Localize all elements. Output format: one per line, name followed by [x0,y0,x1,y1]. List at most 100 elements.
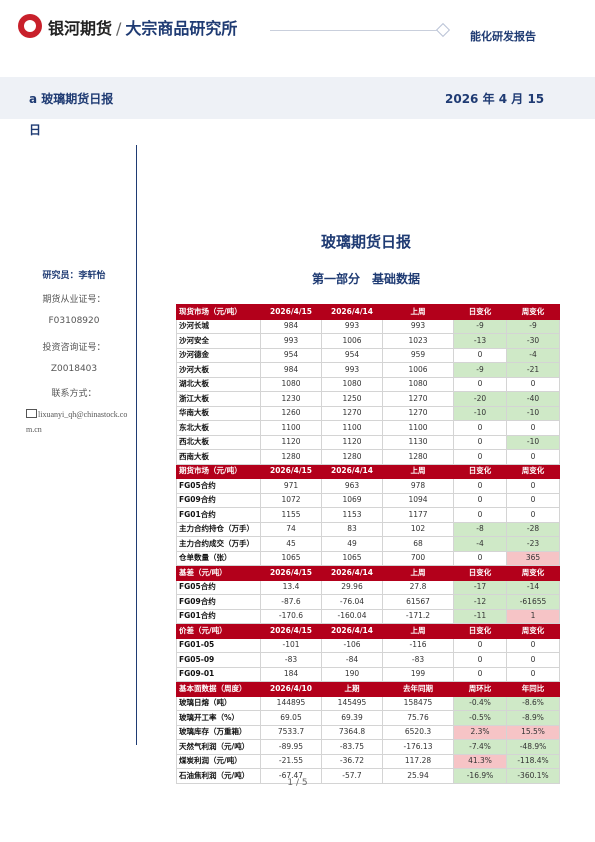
table-cell: -36.72 [321,753,383,769]
table-cell: 1080 [382,376,454,392]
row-label: 沙河德金 [176,347,261,363]
page-number: 1 / 5 [287,778,308,788]
table-row: 东北大板 1100 1100 1100 0 0 [176,420,560,436]
table-cell: 1270 [382,391,454,407]
column-header: 日变化 [453,623,507,639]
sidebar-divider [136,145,137,745]
table-row: 天然气利润（元/吨） -89.95 -83.75 -176.13 -7.4% -48.9% [176,739,560,755]
consult-label: 投资咨询证号： [42,343,106,353]
row-label: 湖北大板 [176,376,261,392]
table-cell: 963 [321,478,383,494]
table-cell: 199 [382,666,454,682]
row-label: 沙河大板 [176,362,261,378]
table-cell: 1270 [382,405,454,421]
table-cell: 1250 [321,391,383,407]
table-cell: 954 [260,347,322,363]
consult-number: Z0018403 [50,364,98,374]
table-cell: -10 [506,405,560,421]
table-cell: 0 [453,550,507,566]
document-date: 2026 年 4 月 15 [445,92,545,106]
table-row: 主力合约持仓（万手） 74 83 102 -8 -28 [176,521,560,537]
column-header: 上周 [382,565,454,581]
table-cell: 6520.3 [382,724,454,740]
table-cell: -10 [506,434,560,450]
table-cell: -170.6 [260,608,322,624]
table-row: 沙河大板 984 993 1006 -9 -21 [176,362,560,378]
document-title: a 玻璃期货日报 [29,92,114,106]
column-header: 2026/4/15 [260,304,322,320]
column-header: 上周 [382,304,454,320]
researcher-name: 研究员：李轩怡 [42,271,106,281]
report-type: 能化研发报告 [470,30,536,43]
table-section-header: 基本面数据（周度） 2026/4/10 上期 去年同期 周环比 年同比 [176,681,560,697]
table-cell: 0 [453,420,507,436]
brand-name: 银河期货 [48,19,113,38]
column-header: 2026/4/15 [260,565,322,581]
table-row: 浙江大板 1230 1250 1270 -20 -40 [176,391,560,407]
table-cell: 984 [260,318,322,334]
table-cell: 0 [506,652,560,668]
table-cell: -0.5% [453,710,507,726]
row-label: FG05合约 [176,478,261,494]
column-header: 2026/4/14 [321,463,383,479]
table-cell: 74 [260,521,322,537]
table-row: 玻璃库存（万重箱） 7533.7 7364.8 6520.3 2.3% 15.5% [176,724,560,740]
row-label: FG09-01 [176,666,261,682]
table-cell: 1100 [321,420,383,436]
table-cell: 984 [260,362,322,378]
table-cell: 1080 [321,376,383,392]
table-cell: -76.04 [321,594,383,610]
table-cell: -83 [260,652,322,668]
table-cell: 993 [260,333,322,349]
table-cell: -4 [506,347,560,363]
table-cell: 61567 [382,594,454,610]
table-cell: -9 [506,318,560,334]
table-cell: 1130 [382,434,454,450]
institute-name: 大宗商品研究所 [125,19,238,38]
row-label: 玻璃开工率（%） [176,710,261,726]
table-cell: 0 [506,449,560,465]
row-label: 西北大板 [176,434,261,450]
table-cell: 1280 [260,449,322,465]
table-cell: -84 [321,652,383,668]
table-section-header: 价差（元/吨） 2026/4/15 2026/4/14 上周 日变化 周变化 [176,623,560,639]
table-cell: 0 [453,507,507,523]
table-cell: 0 [506,637,560,653]
table-cell: 0 [506,492,560,508]
table-row: FG05-09 -83 -84 -83 0 0 [176,652,560,668]
table-cell: 1155 [260,507,322,523]
table-cell: 1006 [382,362,454,378]
brand-separator: / [116,19,122,38]
table-cell: 117.28 [382,753,454,769]
table-cell: -14 [506,579,560,595]
table-cell: -8 [453,521,507,537]
table-cell: -57.7 [321,768,383,784]
table-cell: 69.39 [321,710,383,726]
table-cell: -40 [506,391,560,407]
table-cell: -116 [382,637,454,653]
table-cell: -7.4% [453,739,507,755]
table-cell: 1006 [321,333,383,349]
table-cell: 13.4 [260,579,322,595]
table-cell: -20 [453,391,507,407]
table-cell: 954 [321,347,383,363]
table-cell: 0 [506,376,560,392]
column-header: 2026/4/14 [321,565,383,581]
table-cell: -83 [382,652,454,668]
table-cell: -21 [506,362,560,378]
report-title: 玻璃期货日报 [320,233,411,251]
table-cell: 1280 [321,449,383,465]
table-cell: -23 [506,536,560,552]
table-cell: 7364.8 [321,724,383,740]
table-row: 主力合约成交（万手） 45 49 68 -4 -23 [176,536,560,552]
contact-email[interactable]: lixuanyi_qh@chinastock.com.cn [26,407,134,437]
row-label: 主力合约持仓（万手） [176,521,261,537]
table-cell: -87.6 [260,594,322,610]
table-cell: 365 [506,550,560,566]
table-cell: -118.4% [506,753,560,769]
row-label: 玻璃库存（万重箱） [176,724,261,740]
email-text[interactable]: lixuanyi_qh@chinastock.com.cn [26,410,128,434]
table-cell: -61655 [506,594,560,610]
table-row: FG05合约 971 963 978 0 0 [176,478,560,494]
table-cell: 978 [382,478,454,494]
